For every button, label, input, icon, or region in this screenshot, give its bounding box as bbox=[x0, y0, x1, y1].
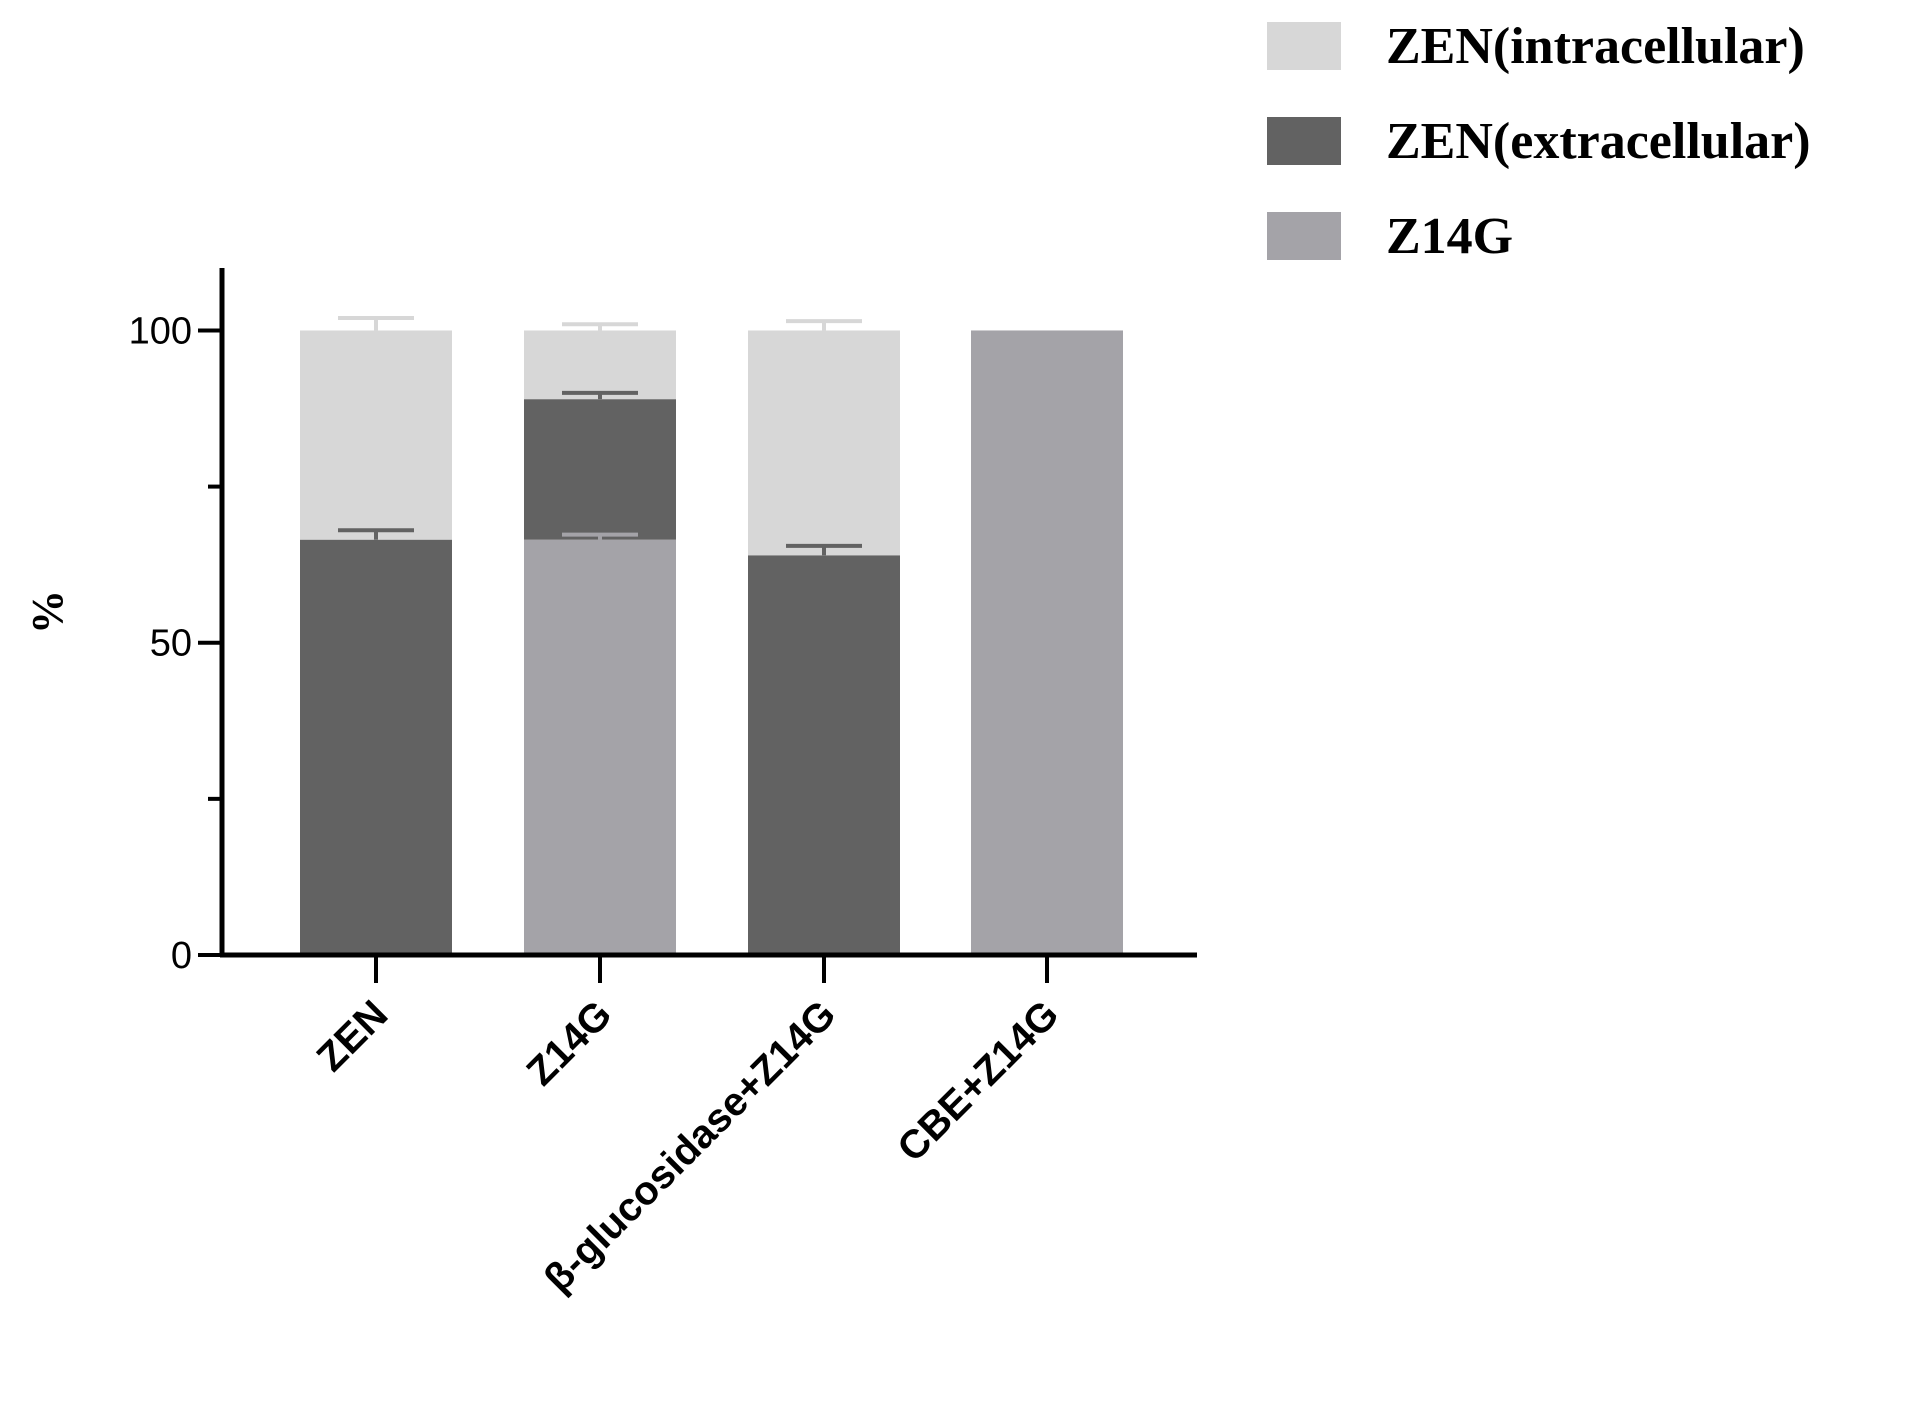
y-tick-label: 0 bbox=[171, 935, 192, 977]
legend-swatch bbox=[1267, 22, 1341, 70]
legend-label: ZEN(extracellular) bbox=[1386, 113, 1811, 170]
bar-segment bbox=[748, 330, 900, 556]
x-tick-label: CBE+Z14G bbox=[889, 992, 1067, 1170]
y-tick-label: 100 bbox=[129, 310, 192, 352]
bar-segment bbox=[524, 399, 676, 540]
legend-label: Z14G bbox=[1386, 208, 1513, 265]
bar-segment bbox=[971, 330, 1123, 955]
bar-segment bbox=[300, 539, 452, 955]
x-tick-label: Z14G bbox=[519, 992, 621, 1094]
legend-swatch bbox=[1267, 117, 1341, 165]
x-tick-label: ZEN bbox=[309, 992, 397, 1080]
bars-layer bbox=[300, 330, 1123, 955]
legend: ZEN(intracellular) ZEN(extracellular) Z14G bbox=[1267, 18, 1811, 265]
bar-segment bbox=[748, 555, 900, 955]
bar-segment bbox=[300, 330, 452, 540]
legend-label: ZEN(intracellular) bbox=[1386, 18, 1805, 75]
legend-swatch bbox=[1267, 212, 1341, 260]
bar-segment bbox=[524, 539, 676, 955]
y-axis-label: % bbox=[23, 590, 72, 634]
bar-segment bbox=[524, 330, 676, 400]
y-tick-label: 50 bbox=[150, 623, 192, 665]
error-bars-layer bbox=[338, 315, 862, 556]
